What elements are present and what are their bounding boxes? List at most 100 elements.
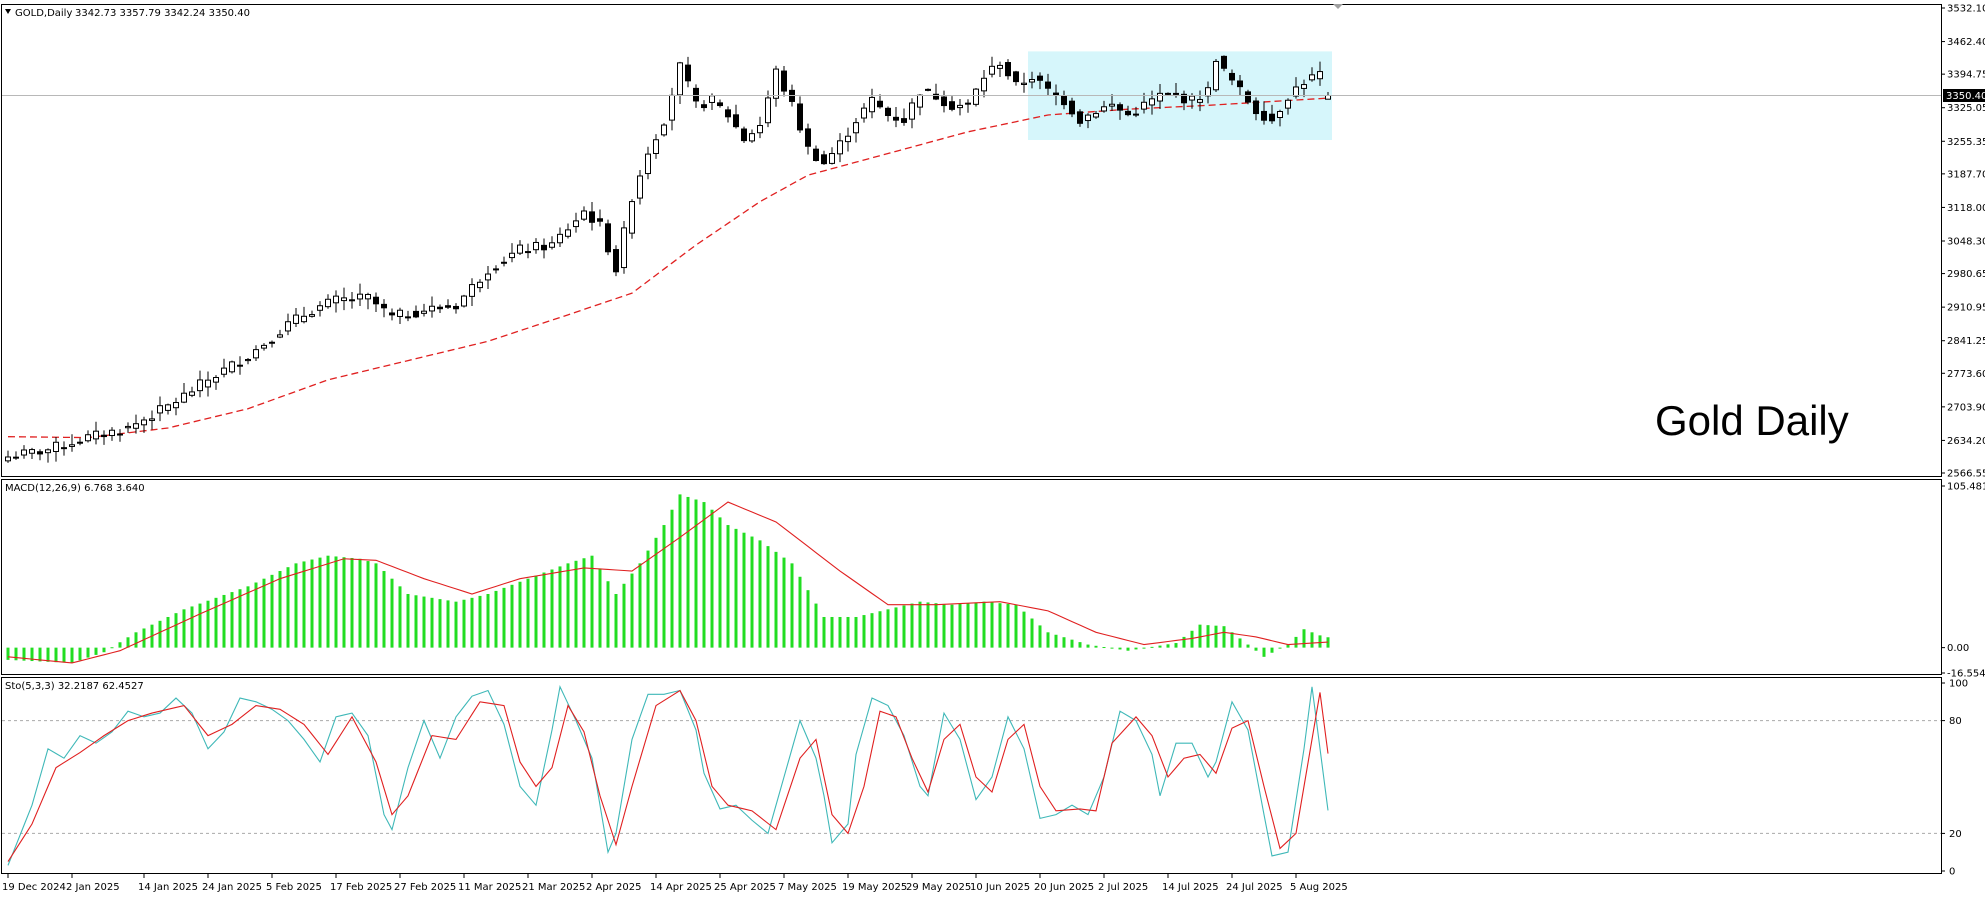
candle: [1261, 101, 1267, 125]
macd-histogram-bar: [854, 616, 858, 648]
macd-histogram-bar: [718, 517, 722, 648]
macd-histogram-bar: [1078, 642, 1082, 648]
candle: [1125, 105, 1131, 117]
candle: [317, 301, 323, 317]
candle: [173, 397, 179, 416]
candle: [37, 449, 43, 461]
candle: [1101, 100, 1107, 113]
macd-histogram-bar: [1030, 618, 1034, 648]
price-tick-label: 3118.00: [1947, 203, 1985, 214]
macd-histogram-bar: [222, 594, 226, 648]
macd-histogram-bar: [510, 584, 514, 648]
candle: [437, 304, 443, 313]
macd-pane-title: MACD(12,26,9) 6.768 3.640: [5, 483, 145, 494]
macd-histogram-bar: [774, 551, 778, 648]
candle: [469, 278, 475, 307]
macd-histogram-bar: [766, 546, 770, 648]
candle: [1277, 109, 1283, 127]
macd-histogram-bar: [878, 611, 882, 648]
candle: [237, 356, 243, 375]
candle: [269, 340, 275, 348]
macd-histogram-bar: [1094, 645, 1098, 648]
candle: [1237, 75, 1243, 95]
time-tick-label: 20 Jun 2025: [1034, 882, 1094, 893]
macd-histogram-bar: [310, 559, 314, 648]
macd-histogram-bar: [78, 647, 82, 661]
candle: [797, 96, 803, 133]
macd-histogram-bar: [734, 528, 738, 648]
candle: [693, 84, 699, 108]
macd-histogram-bar: [750, 536, 754, 648]
macd-histogram-bar: [1198, 624, 1202, 648]
candle: [1085, 113, 1091, 129]
macd-histogram-bar: [294, 563, 298, 648]
time-tick-label: 24 Jan 2025: [202, 882, 262, 893]
macd-histogram-bar: [1022, 611, 1026, 648]
candle: [677, 61, 683, 104]
candle: [765, 90, 771, 128]
candle: [1221, 55, 1227, 72]
candle: [853, 117, 859, 143]
macd-histogram-bar: [846, 616, 850, 648]
candle: [461, 294, 467, 308]
candle: [213, 375, 219, 390]
macd-histogram-bar: [686, 496, 690, 648]
candle: [189, 386, 195, 398]
stochastic-tick-label: 100: [1949, 679, 1968, 690]
macd-histogram-bar: [1310, 632, 1314, 648]
macd-histogram-bar: [278, 571, 282, 648]
candle: [421, 303, 427, 317]
time-tick-label: 11 Mar 2025: [458, 882, 521, 893]
price-tick-label: 3048.30: [1947, 236, 1985, 247]
candle: [341, 287, 347, 311]
macd-histogram-bar: [638, 563, 642, 648]
macd-histogram-bar: [38, 647, 42, 662]
candle: [997, 61, 1003, 78]
macd-histogram-bar: [142, 628, 146, 648]
time-tick-label: 5 Aug 2025: [1290, 882, 1348, 893]
macd-histogram-bar: [438, 599, 442, 648]
candle: [637, 169, 643, 205]
macd-histogram-bar: [214, 597, 218, 648]
candle: [661, 123, 667, 137]
macd-histogram-bar: [270, 574, 274, 648]
macd-histogram-bar: [1262, 647, 1266, 657]
stochastic-pane-title: Sto(5,3,3) 32.2187 62.4527: [5, 681, 144, 692]
candle: [837, 133, 843, 163]
price-tick-label: 3255.35: [1947, 137, 1985, 148]
macd-histogram-bar: [350, 557, 354, 648]
macd-histogram-bar: [1318, 635, 1322, 648]
macd-histogram-bar: [1126, 647, 1130, 651]
macd-histogram-bar: [54, 647, 58, 663]
candle: [101, 430, 107, 445]
price-pane-symbol-label: GOLD,Daily: [15, 8, 72, 19]
macd-histogram-bar: [1062, 637, 1066, 648]
macd-histogram-bar: [902, 605, 906, 648]
candle: [1053, 84, 1059, 106]
candle: [781, 65, 787, 97]
candle: [1117, 102, 1123, 120]
price-tick-label: 2634.20: [1947, 436, 1985, 447]
chart-shift-marker-icon[interactable]: [1333, 4, 1343, 9]
time-axis-ticks: 19 Dec 2024 2 Jan 2025 14 Jan 2025 24 Jan 2…: [2, 874, 1348, 893]
candle: [1069, 97, 1075, 118]
price-tick-label: 2980.65: [1947, 269, 1985, 280]
macd-pane-frame: [1, 479, 1942, 675]
macd-histogram-bar: [798, 576, 802, 648]
macd-histogram-bar: [342, 557, 346, 648]
pane-collapse-triangle-icon[interactable]: [5, 9, 11, 14]
macd-histogram-bar: [30, 647, 34, 662]
time-tick-label: 29 May 2025: [906, 882, 971, 893]
macd-histogram-bar: [502, 587, 506, 648]
candle: [1269, 104, 1275, 124]
candle: [845, 127, 851, 152]
price-tick-label: 2841.25: [1947, 336, 1985, 347]
macd-histogram-bar: [486, 594, 490, 648]
time-tick-label: 2 Jul 2025: [1098, 882, 1148, 893]
macd-histogram-bar: [302, 561, 306, 648]
macd-histogram-bar: [974, 602, 978, 648]
candle: [949, 96, 955, 112]
candle: [965, 99, 971, 113]
macd-histogram-bar: [1214, 625, 1218, 648]
macd-histogram-bar: [406, 594, 410, 648]
